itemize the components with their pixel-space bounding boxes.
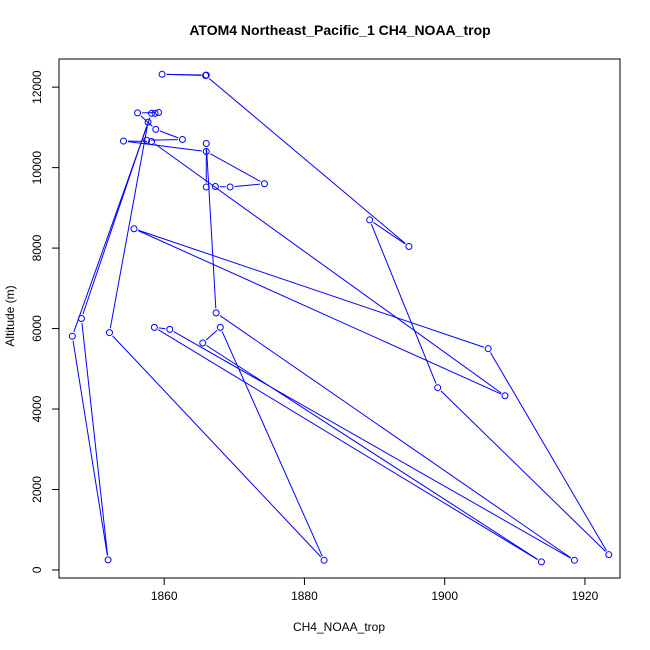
series-segment [440, 390, 606, 552]
data-point [143, 136, 151, 144]
x-axis: 1860 1880 1900 1920 [151, 578, 599, 603]
series-segment [490, 352, 607, 552]
series-segment [112, 335, 322, 558]
data-point [77, 315, 85, 322]
data-point [211, 183, 219, 191]
x-tick-label: 1900 [431, 589, 458, 603]
series-segment [206, 147, 217, 309]
x-axis-label: CH4_NOAA_trop [293, 620, 385, 634]
data-point [151, 109, 159, 117]
y-tick-label: 10000 [30, 151, 44, 185]
data-point [260, 180, 268, 188]
data-point [155, 109, 163, 117]
data-point [320, 556, 328, 564]
y-tick-label: 8000 [30, 234, 44, 261]
series-segment [72, 340, 108, 556]
data-point [158, 70, 166, 78]
x-tick-label: 1880 [291, 589, 318, 603]
series-segment [73, 117, 151, 333]
series-segment [219, 315, 571, 559]
data-point [212, 309, 220, 317]
series-segment [208, 78, 406, 244]
data-point [202, 183, 210, 191]
x-tick-label: 1860 [151, 589, 178, 603]
y-tick-label: 0 [30, 566, 44, 573]
y-tick-label: 12000 [30, 70, 44, 104]
x-tick-label: 1920 [572, 589, 599, 603]
data-point [120, 137, 128, 145]
data-point [501, 392, 509, 400]
data-point [144, 118, 152, 126]
data-point [104, 556, 112, 564]
data-point [166, 325, 174, 333]
y-axis-label: Altitude (m) [3, 285, 17, 346]
series-segment [151, 139, 178, 141]
chart-title: ATOM4 Northeast_Pacific_1 CH4_NOAA_trop [189, 22, 490, 38]
data-point [605, 551, 613, 559]
series-segment [137, 230, 502, 395]
series-segment [138, 229, 485, 348]
data-point [226, 183, 234, 191]
series-segment [370, 223, 437, 384]
data-point [148, 109, 156, 117]
series-segment [373, 222, 406, 245]
series-segment [173, 331, 571, 559]
data-point [202, 139, 210, 147]
series-line [72, 73, 607, 561]
series-points [68, 70, 613, 566]
series-segment [81, 322, 109, 556]
data-point [68, 332, 76, 340]
series-segment [158, 327, 166, 330]
data-point [484, 345, 492, 353]
data-point [216, 323, 224, 331]
data-point [570, 556, 578, 564]
y-axis: 0 2000 4000 6000 8000 10000 12000 [30, 70, 59, 573]
series-segment [206, 345, 538, 560]
data-point [537, 558, 545, 566]
y-tick-label: 6000 [30, 315, 44, 342]
series-segment [205, 329, 218, 341]
series-segment [109, 126, 148, 329]
data-point [150, 323, 158, 331]
data-point [105, 329, 113, 337]
data-point [434, 384, 442, 392]
data-point [134, 109, 142, 117]
data-point [202, 148, 210, 156]
series-segment [157, 329, 538, 561]
series-segment [209, 153, 261, 182]
series-segment [127, 141, 202, 152]
series-segment [159, 130, 179, 139]
data-point [178, 135, 186, 143]
data-point [130, 225, 138, 233]
plot-box [58, 58, 621, 579]
series-segment [234, 183, 261, 188]
y-tick-label: 2000 [30, 476, 44, 503]
data-point [202, 71, 210, 79]
data-point [152, 125, 160, 133]
data-point [148, 137, 156, 145]
y-tick-label: 4000 [30, 395, 44, 422]
series-segment [221, 331, 323, 557]
series-segment [166, 73, 202, 76]
data-point [405, 242, 413, 250]
series-segment [154, 143, 502, 394]
data-point [199, 339, 207, 347]
data-point [366, 216, 374, 224]
